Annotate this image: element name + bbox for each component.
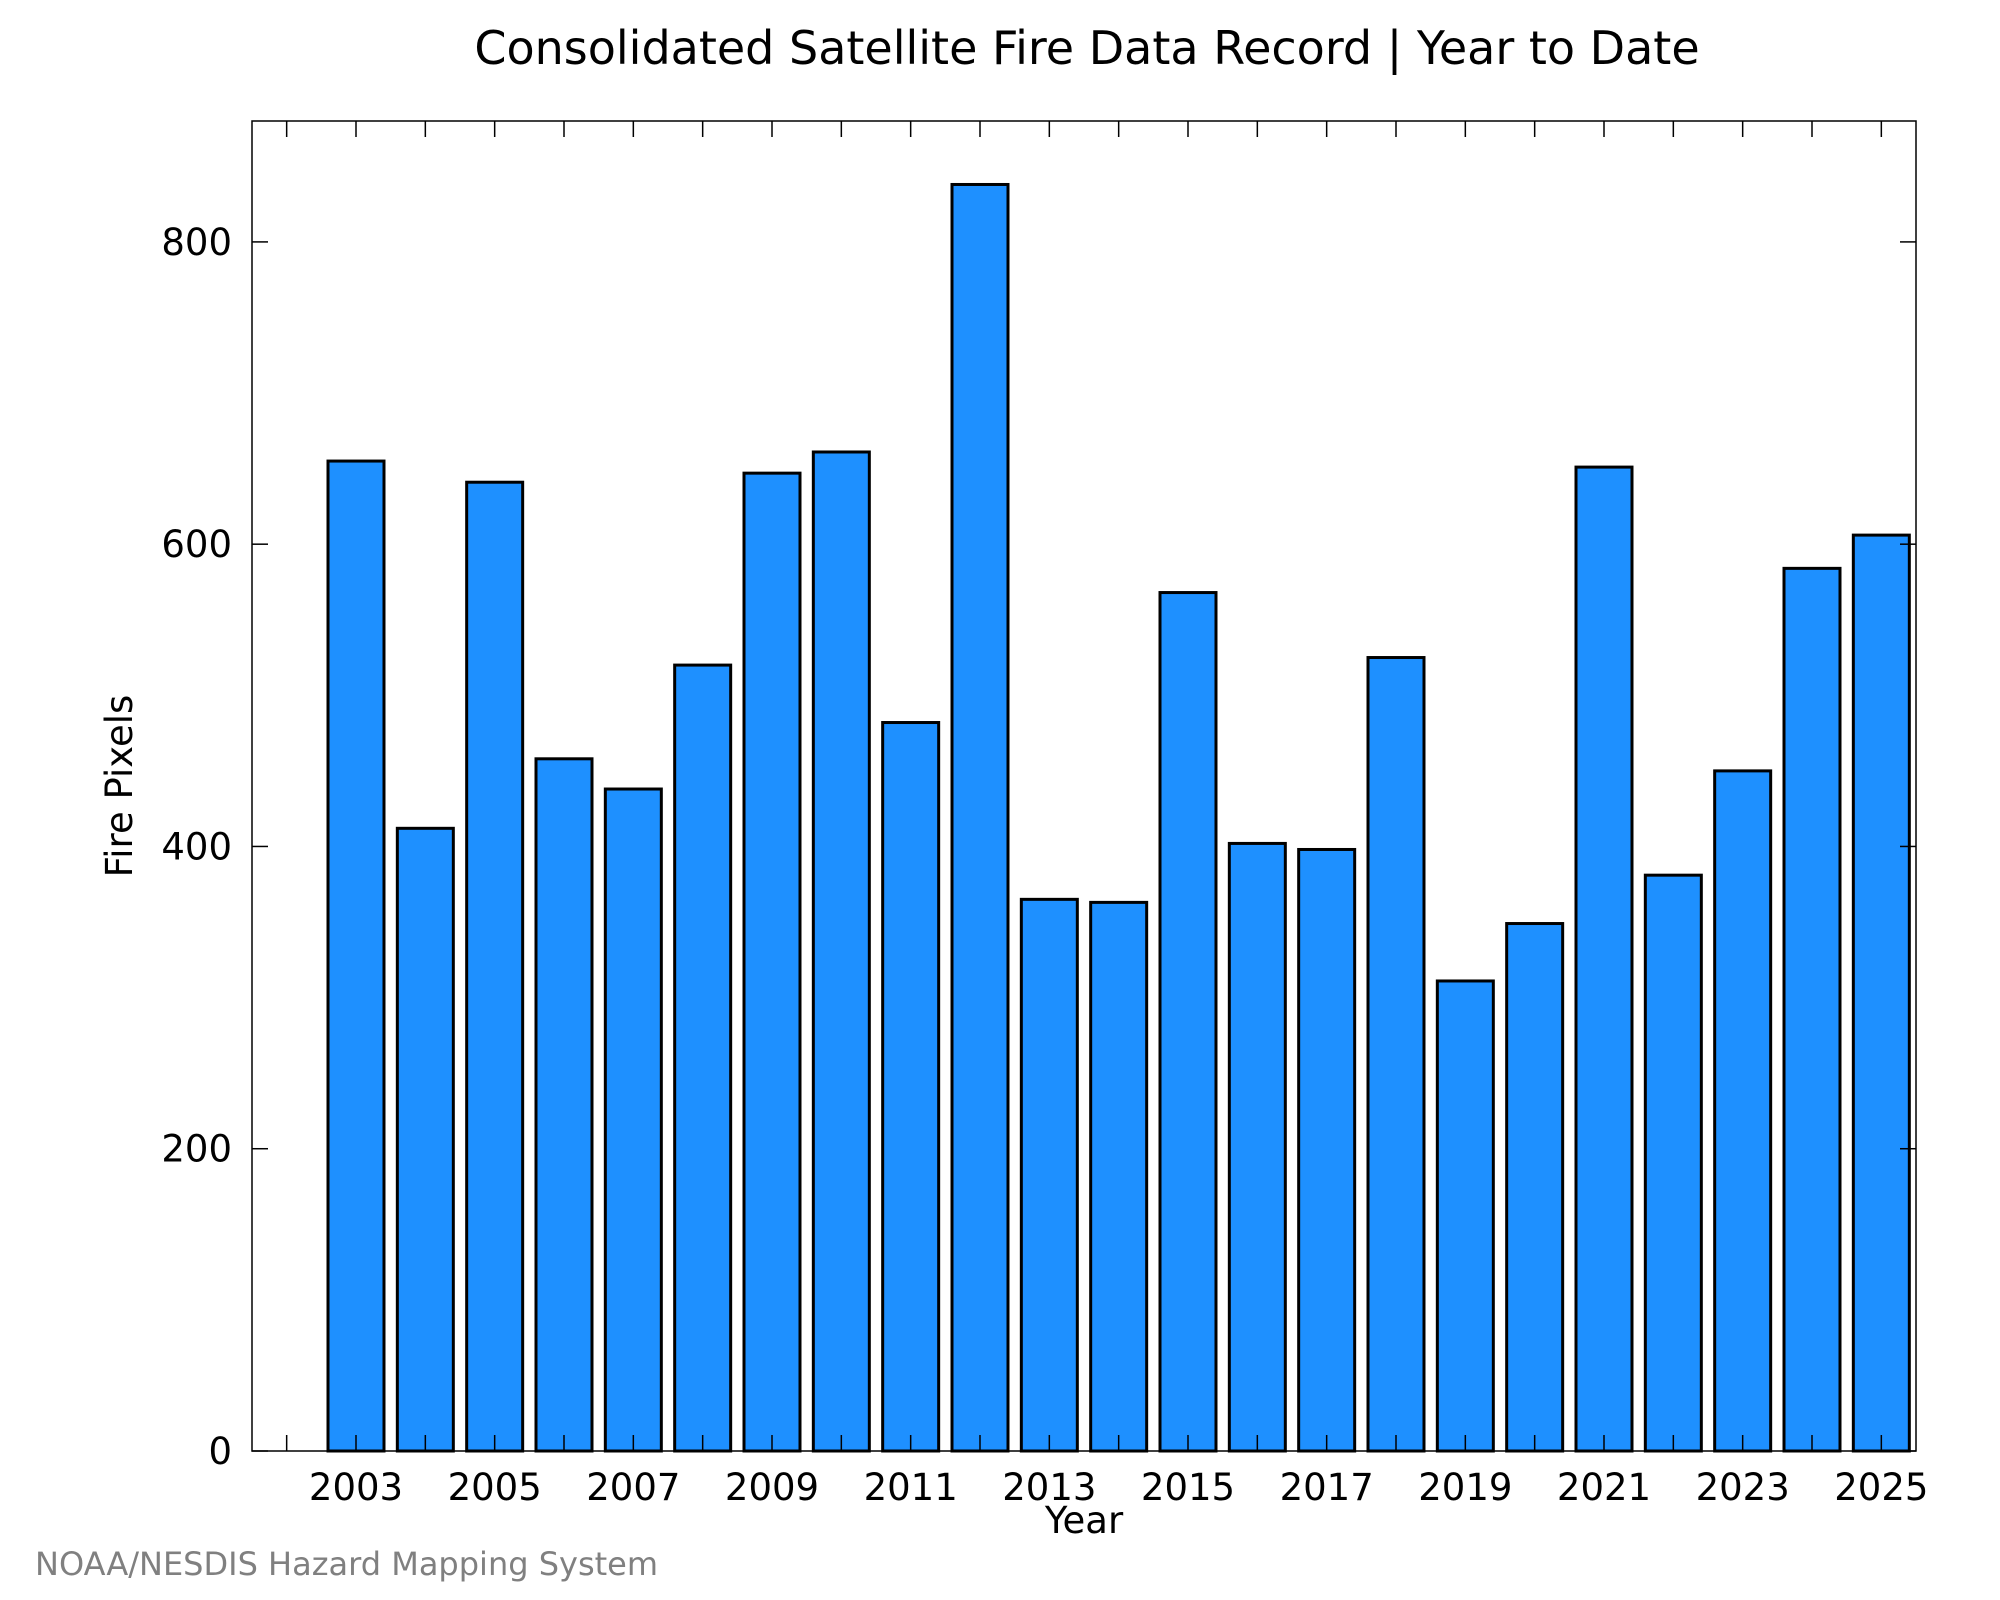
x-tick-label-2005: 2005 <box>448 1466 542 1509</box>
x-axis-label: Year <box>1044 1499 1124 1542</box>
y-axis-label: Fire Pixels <box>98 695 141 878</box>
bar-2023 <box>1713 769 1773 1453</box>
bar-2012 <box>950 182 1010 1453</box>
x-tick-label-2003: 2003 <box>309 1466 403 1509</box>
bar-2007 <box>603 787 663 1453</box>
bar-2003 <box>326 459 386 1453</box>
bar-2016 <box>1227 841 1287 1453</box>
y-axis: 0 200 400 600 800 <box>161 221 1916 1473</box>
y-tick-label-400: 400 <box>161 825 232 868</box>
bar-2013 <box>1019 897 1079 1453</box>
bar-2008 <box>673 663 733 1453</box>
chart-title: Consolidated Satellite Fire Data Record … <box>474 21 1699 76</box>
bar-2009 <box>742 471 802 1453</box>
x-tick-label-2011: 2011 <box>864 1466 958 1509</box>
credit-text: NOAA/NESDIS Hazard Mapping System <box>35 1545 658 1583</box>
bar-2025 <box>1851 533 1911 1453</box>
x-tick-label-2007: 2007 <box>586 1466 680 1509</box>
plot-frame <box>251 120 1917 1452</box>
x-tick-label-2017: 2017 <box>1280 1466 1374 1509</box>
bar-2010 <box>811 450 871 1453</box>
bar-2020 <box>1505 922 1565 1453</box>
x-axis: 2003 2005 2007 2009 2011 2013 2015 2017 2019 2021… <box>285 121 1928 1509</box>
y-tick-label-800: 800 <box>161 221 232 264</box>
bar-2021 <box>1574 465 1634 1453</box>
bar-2024 <box>1782 566 1842 1453</box>
x-tick-label-2013: 2013 <box>1002 1466 1096 1509</box>
bar-2018 <box>1366 656 1426 1453</box>
x-tick-label-2021: 2021 <box>1557 1466 1651 1509</box>
x-tick-label-2025: 2025 <box>1834 1466 1928 1509</box>
y-tick-label-200: 200 <box>161 1128 232 1171</box>
bars-group <box>326 182 1911 1453</box>
x-tick-label-2019: 2019 <box>1418 1466 1512 1509</box>
bar-2017 <box>1297 847 1357 1453</box>
y-tick-label-600: 600 <box>161 523 232 566</box>
x-tick-label-2023: 2023 <box>1696 1466 1790 1509</box>
bar-2004 <box>395 826 455 1453</box>
bar-2019 <box>1435 979 1495 1453</box>
y-tick-label-0: 0 <box>208 1430 232 1473</box>
bar-2005 <box>465 480 525 1453</box>
x-tick-label-2015: 2015 <box>1141 1466 1235 1509</box>
bar-2006 <box>534 757 594 1453</box>
bar-2015 <box>1158 591 1218 1453</box>
bar-2011 <box>881 721 941 1453</box>
x-tick-label-2009: 2009 <box>725 1466 819 1509</box>
bar-2014 <box>1089 900 1149 1453</box>
bar-2022 <box>1643 873 1703 1453</box>
